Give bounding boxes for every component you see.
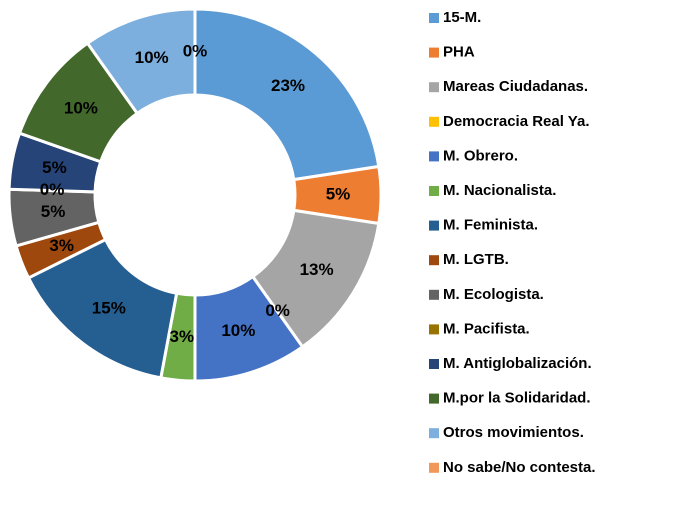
value-label: 5% bbox=[42, 158, 67, 177]
value-label: 23% bbox=[271, 76, 305, 95]
legend-label: M. Nacionalista. bbox=[443, 182, 556, 199]
value-label: 3% bbox=[170, 327, 195, 346]
legend-swatch bbox=[429, 47, 439, 58]
legend-swatch bbox=[429, 13, 439, 23]
legend-label: M. Obrero. bbox=[443, 147, 518, 164]
value-label: 10% bbox=[221, 321, 255, 340]
value-label: 3% bbox=[49, 236, 74, 255]
legend-swatch bbox=[429, 220, 439, 231]
value-label: 13% bbox=[300, 260, 334, 279]
legend-label: PHA bbox=[443, 44, 475, 61]
legend-swatch bbox=[429, 151, 439, 162]
value-label: 0% bbox=[265, 301, 290, 320]
legend-swatch bbox=[429, 359, 439, 369]
legend-swatch bbox=[429, 255, 439, 266]
legend-label: Otros movimientos. bbox=[443, 424, 584, 441]
legend-swatch bbox=[429, 462, 439, 473]
legend-label: M. Antiglobalización. bbox=[443, 355, 592, 372]
legend-label: M. LGTB. bbox=[443, 251, 509, 268]
value-label: 10% bbox=[64, 98, 98, 117]
legend-label: M. Ecologista. bbox=[443, 286, 544, 303]
legend-label: Mareas Ciudadanas. bbox=[443, 78, 588, 95]
slice bbox=[193, 7, 381, 182]
legend-swatch bbox=[429, 393, 439, 404]
legend-label: 15-M. bbox=[443, 9, 481, 26]
legend-swatch bbox=[429, 186, 439, 196]
legend-swatch bbox=[429, 324, 439, 335]
value-label: 5% bbox=[326, 184, 351, 203]
legend-label: M. Feminista. bbox=[443, 217, 538, 234]
value-label: 10% bbox=[135, 48, 169, 67]
value-label: 0% bbox=[183, 41, 208, 60]
legend-swatch bbox=[429, 116, 439, 127]
legend-label: M. Pacifista. bbox=[443, 320, 530, 337]
legend-swatch bbox=[429, 82, 439, 93]
legend-label: M.por la Solidaridad. bbox=[443, 390, 591, 407]
slice bbox=[85, 7, 197, 116]
legend-label: No sabe/No contesta. bbox=[443, 459, 596, 476]
legend-swatch bbox=[429, 428, 439, 439]
legend-label: Democracia Real Ya. bbox=[443, 113, 589, 130]
value-label: 5% bbox=[41, 202, 66, 221]
value-label: 0% bbox=[40, 180, 65, 199]
value-label: 15% bbox=[92, 299, 126, 318]
legend-swatch bbox=[429, 289, 439, 300]
